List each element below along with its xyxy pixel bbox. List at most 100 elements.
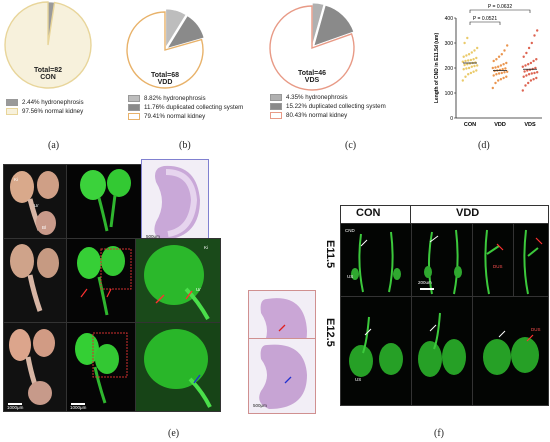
scatter-point — [495, 58, 498, 61]
bright-field-row3: 1000μm — [3, 322, 67, 412]
y-tick-label: 300 — [445, 41, 454, 47]
scatter-point — [462, 55, 465, 58]
label-dus-e125: DUS — [531, 327, 541, 332]
scale-1000-a: 1000μm — [7, 405, 24, 410]
scatter-point — [533, 34, 536, 37]
pie-slice-vdd-0 — [165, 8, 187, 49]
scatter-point — [502, 63, 505, 66]
pie-chart-vdd — [126, 8, 205, 89]
scatter-point — [503, 49, 506, 52]
scatter-point — [467, 66, 471, 70]
legend-entry: 79.41% normal kidney — [128, 112, 243, 121]
scatter-point — [497, 72, 501, 75]
scatter-point — [461, 79, 464, 82]
scatter-point — [535, 58, 538, 61]
pie-slice-vds-2 — [269, 5, 355, 91]
scatter-point — [470, 51, 473, 54]
cnd-length-scatter-chart: 0 100 200 300 400 Length of CND in E11.5d (um… — [434, 4, 542, 128]
panel-label-b: (b) — [179, 140, 191, 151]
legend-entry: 8.82% hydronephrosis — [128, 94, 243, 103]
scatter-point — [530, 41, 533, 45]
scatter-point — [524, 84, 527, 87]
bright-field-row1: Ki Ur Bl — [3, 164, 67, 239]
scale-500-side2: 500μm — [253, 403, 267, 408]
fluorescence-row3: 1000μm — [66, 322, 136, 412]
panel-label-e: (e) — [168, 428, 180, 439]
x-tick-label: CON — [464, 122, 476, 128]
pie-slice-vdd-2 — [126, 11, 204, 89]
scatter-point — [491, 86, 494, 90]
scatter-point — [469, 71, 473, 75]
scatter-point — [526, 69, 529, 72]
scatter-point — [522, 75, 525, 78]
scatter-point — [506, 44, 509, 47]
f-e125-vdd-b: DUS — [472, 296, 549, 406]
scatter-point — [469, 58, 473, 62]
pie-legend-vdd: 8.82% hydronephrosis 11.76% duplicated co… — [128, 94, 243, 121]
f-e115-vdd-c — [513, 223, 549, 297]
scatter-point — [472, 58, 475, 61]
scatter-point — [523, 70, 526, 73]
label-us: US — [347, 274, 354, 279]
pie-chart-vds — [269, 2, 355, 91]
f-e125-vdd-a — [411, 296, 473, 406]
scatter-point — [494, 66, 497, 69]
scatter-point — [475, 56, 478, 60]
header-con: CON — [356, 207, 381, 219]
y-tick-label: 0 — [450, 116, 453, 122]
scatter-point — [463, 41, 466, 45]
scatter-point — [502, 76, 505, 80]
fluorescence-zoom-row2: Ki Ur — [135, 238, 221, 323]
row-label-e115: E11.5 — [324, 240, 336, 269]
scatter-point — [497, 65, 500, 68]
legend-entry: 15.22% duplicated collecting system — [270, 102, 386, 111]
scatter-point — [504, 67, 507, 70]
panel-label-a: (a) — [48, 140, 60, 151]
scatter-point — [476, 46, 479, 50]
scale-500-row1: 500μm — [146, 234, 160, 239]
label-ur: Ur — [34, 203, 39, 208]
scatter-point — [529, 61, 533, 65]
scatter-point — [500, 71, 503, 75]
scatter-point — [534, 66, 537, 70]
scatter-point — [494, 81, 497, 85]
pvalue-con-vdd: P = 0.0521 — [473, 16, 497, 22]
pie-chart-con — [4, 1, 92, 89]
pie-slice-vds-0 — [312, 2, 325, 46]
scatter-point — [473, 64, 476, 68]
panel-label-c: (c) — [345, 140, 357, 151]
f-e115-con: CND US — [340, 223, 412, 297]
scatter-point — [475, 69, 478, 72]
pie-slice-vdd-1 — [166, 15, 205, 49]
bracket-con-vds — [469, 9, 531, 13]
scatter-point — [465, 67, 468, 70]
y-tick-label: 100 — [445, 91, 454, 97]
scatter-point — [465, 54, 468, 57]
legend-entry: 4.35% hydronephrosis — [270, 93, 386, 102]
row-label-e125: E12.5 — [324, 318, 336, 347]
scatter-point — [536, 29, 539, 32]
scatter-point — [521, 89, 524, 92]
bright-field-row2 — [3, 238, 67, 323]
scatter-point — [536, 71, 539, 74]
y-tick-label: 200 — [445, 66, 454, 72]
scatter-point — [467, 73, 470, 76]
header-vdd: VDD — [456, 207, 480, 219]
bracket-con-vdd — [469, 21, 501, 25]
scatter-point — [492, 74, 495, 77]
scatter-point — [501, 68, 504, 71]
legend-entry: 97.56% normal kidney — [6, 107, 84, 116]
fluorescence-zoom-row3 — [135, 322, 221, 412]
scatter-point — [499, 78, 503, 81]
scatter-point — [466, 63, 469, 66]
panel-label-f: (f) — [434, 428, 444, 439]
scatter-point — [463, 63, 466, 67]
panel-label-d: (d) — [478, 140, 490, 151]
y-axis-label: Length of CND in E11.5d (um) — [434, 33, 440, 104]
scatter-point — [535, 76, 538, 80]
label-cnd: CND — [345, 228, 355, 233]
histology-row1: 500μm — [141, 159, 209, 245]
label-bl: Bl — [42, 225, 47, 230]
y-tick-label: 400 — [445, 16, 454, 22]
scatter-point — [499, 64, 503, 67]
